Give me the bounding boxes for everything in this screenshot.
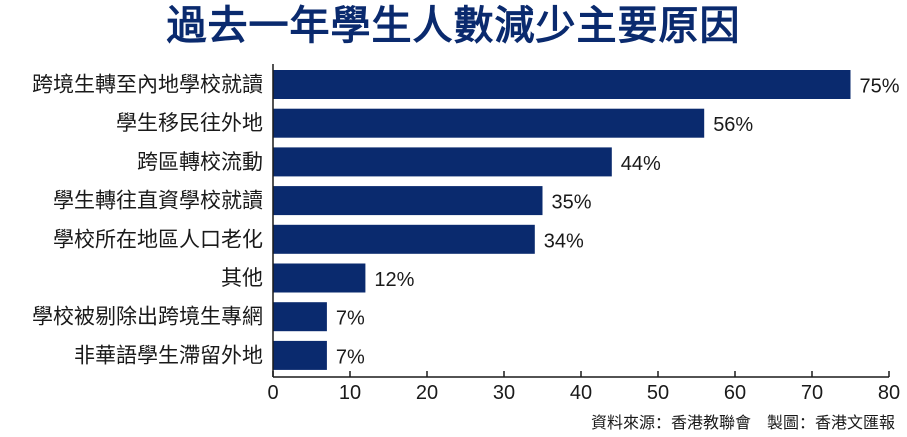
x-tick-label: 40 (570, 382, 592, 404)
value-label: 7% (336, 346, 365, 368)
category-label: 非華語學生滯留外地 (74, 343, 263, 367)
chart-title: 過去一年學生人數減少主要原因 (166, 3, 741, 49)
category-label: 學校所在地區人口老化 (53, 227, 263, 251)
source-note: 資料來源：香港教聯會 製圖：香港文匯報 (590, 413, 895, 432)
value-label: 35% (552, 192, 592, 214)
value-label: 7% (336, 308, 365, 330)
category-label: 學校被剔除出跨境生專網 (32, 305, 263, 329)
bar (273, 147, 612, 177)
category-labels-group: 跨境生轉至內地學校就讀學生移民往外地跨區轉校流動學生轉往直資學校就讀學校所在地區… (32, 73, 263, 368)
value-label: 75% (860, 76, 900, 98)
bar (273, 263, 366, 293)
category-label: 學生移民往外地 (116, 111, 263, 135)
x-tick-label: 10 (339, 382, 361, 404)
x-tick-label: 30 (493, 382, 515, 404)
x-tick-label: 0 (267, 382, 278, 404)
bar (273, 302, 327, 332)
bar (273, 70, 851, 99)
bar (273, 224, 535, 254)
bar (273, 340, 327, 370)
x-tick-label: 20 (416, 382, 438, 404)
bars-group (273, 70, 851, 370)
bar (273, 186, 543, 216)
x-tick-label: 50 (647, 382, 669, 404)
bar (273, 108, 705, 138)
value-label: 12% (374, 269, 414, 291)
category-label: 跨區轉校流動 (137, 150, 263, 174)
value-label: 44% (621, 153, 661, 175)
value-label: 34% (544, 230, 584, 252)
x-tick-label: 80 (878, 382, 900, 404)
category-label: 跨境生轉至內地學校就讀 (32, 73, 263, 97)
value-labels-group: 75% 56% 44% 35% 34% 12% 7% 7% (336, 76, 900, 369)
x-tick-label: 70 (801, 382, 823, 404)
category-label: 其他 (221, 266, 263, 290)
x-tick-label: 60 (724, 382, 746, 404)
x-axis: 0 10 20 30 40 50 60 70 80 (267, 64, 900, 404)
value-label: 56% (713, 114, 753, 136)
category-label: 學生轉往直資學校就讀 (53, 189, 263, 213)
